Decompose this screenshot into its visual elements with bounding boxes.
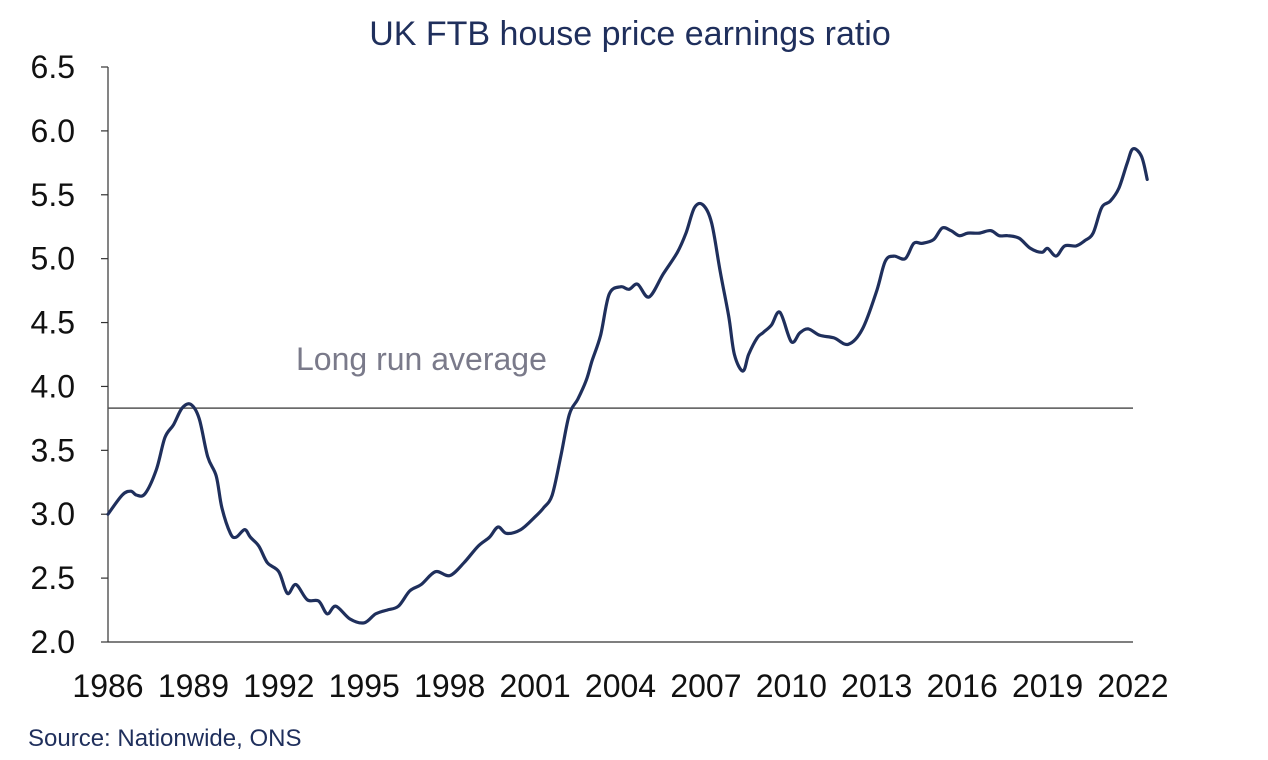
x-axis: 1986 1989 1992 1995 1998 2001 2004 2007 2010 2013…: [72, 641, 1169, 704]
x-tick-label: 1992: [243, 668, 314, 704]
chart-title: UK FTB house price earnings ratio: [369, 15, 891, 53]
x-tick-label: 2010: [756, 668, 827, 704]
series-line: [106, 147, 1149, 625]
x-tick-label: 1989: [158, 668, 229, 704]
y-tick-label: 2.0: [31, 624, 75, 660]
x-tick-label: 2022: [1097, 668, 1168, 704]
x-tick-label: 2001: [499, 668, 570, 704]
x-tick-label: 2013: [841, 668, 912, 704]
x-tick-label: 2004: [585, 668, 656, 704]
x-tick-label: 2019: [1012, 668, 1083, 704]
y-tick-label: 5.0: [31, 241, 75, 277]
x-tick-label: 2007: [670, 668, 741, 704]
y-tick-label: 6.5: [31, 49, 75, 85]
x-tick-label: 1986: [72, 668, 143, 704]
x-tick-label: 1998: [414, 668, 485, 704]
y-tick-label: 4.0: [31, 368, 75, 404]
long-run-average-label: Long run average: [296, 341, 547, 377]
x-tick-label: 2016: [927, 668, 998, 704]
y-tick-label: 4.5: [31, 305, 75, 341]
y-tick-label: 3.5: [31, 432, 75, 468]
series-group: [106, 147, 1149, 625]
y-axis: 2.0 2.5 3.0 3.5 4.0 4.5 5.0 5.5 6.0 6.5: [31, 49, 109, 660]
y-tick-label: 2.5: [31, 560, 75, 596]
source-note: Source: Nationwide, ONS: [28, 725, 301, 752]
y-tick-label: 3.0: [31, 496, 75, 532]
y-tick-label: 5.5: [31, 177, 75, 213]
x-tick-label: 1995: [329, 668, 400, 704]
y-tick-label: 6.0: [31, 113, 75, 149]
reference-line-group: Long run average: [108, 341, 1133, 409]
